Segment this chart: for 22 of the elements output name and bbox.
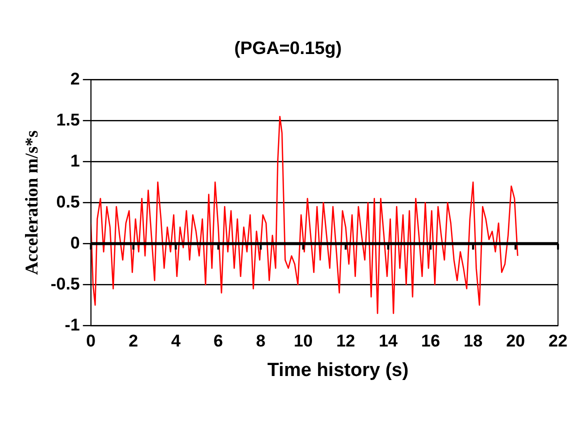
x-tick-label: 4 [171, 331, 182, 350]
y-tick-label: -0.5 [50, 274, 80, 294]
x-tick-label: 2 [128, 331, 138, 350]
y-tick-label: 0.5 [56, 192, 80, 212]
chart-title: (PGA=0.15g) [234, 38, 342, 58]
x-tick-label: 8 [256, 331, 266, 350]
x-tick-label: 12 [336, 331, 356, 350]
y-tick-label: 1 [70, 151, 80, 170]
y-tick-label: 1.5 [56, 110, 80, 130]
x-tick-label: 22 [548, 331, 568, 350]
x-axis-title: Time history (s) [266, 360, 410, 382]
y-tick-label: 2 [70, 69, 80, 88]
x-tick-label: 6 [214, 331, 224, 350]
y-tick-label: -1 [64, 315, 80, 334]
x-tick-label: 10 [294, 331, 313, 350]
x-tick-label: 14 [378, 331, 398, 350]
x-tick-label: 20 [506, 331, 525, 350]
y-axis-title: Acceleration m/s*s [21, 130, 42, 275]
x-tick-label: 16 [421, 331, 440, 350]
x-tick-label: 0 [86, 331, 96, 350]
x-tick-label: 18 [464, 331, 483, 350]
y-tick-label: 0 [70, 233, 80, 252]
